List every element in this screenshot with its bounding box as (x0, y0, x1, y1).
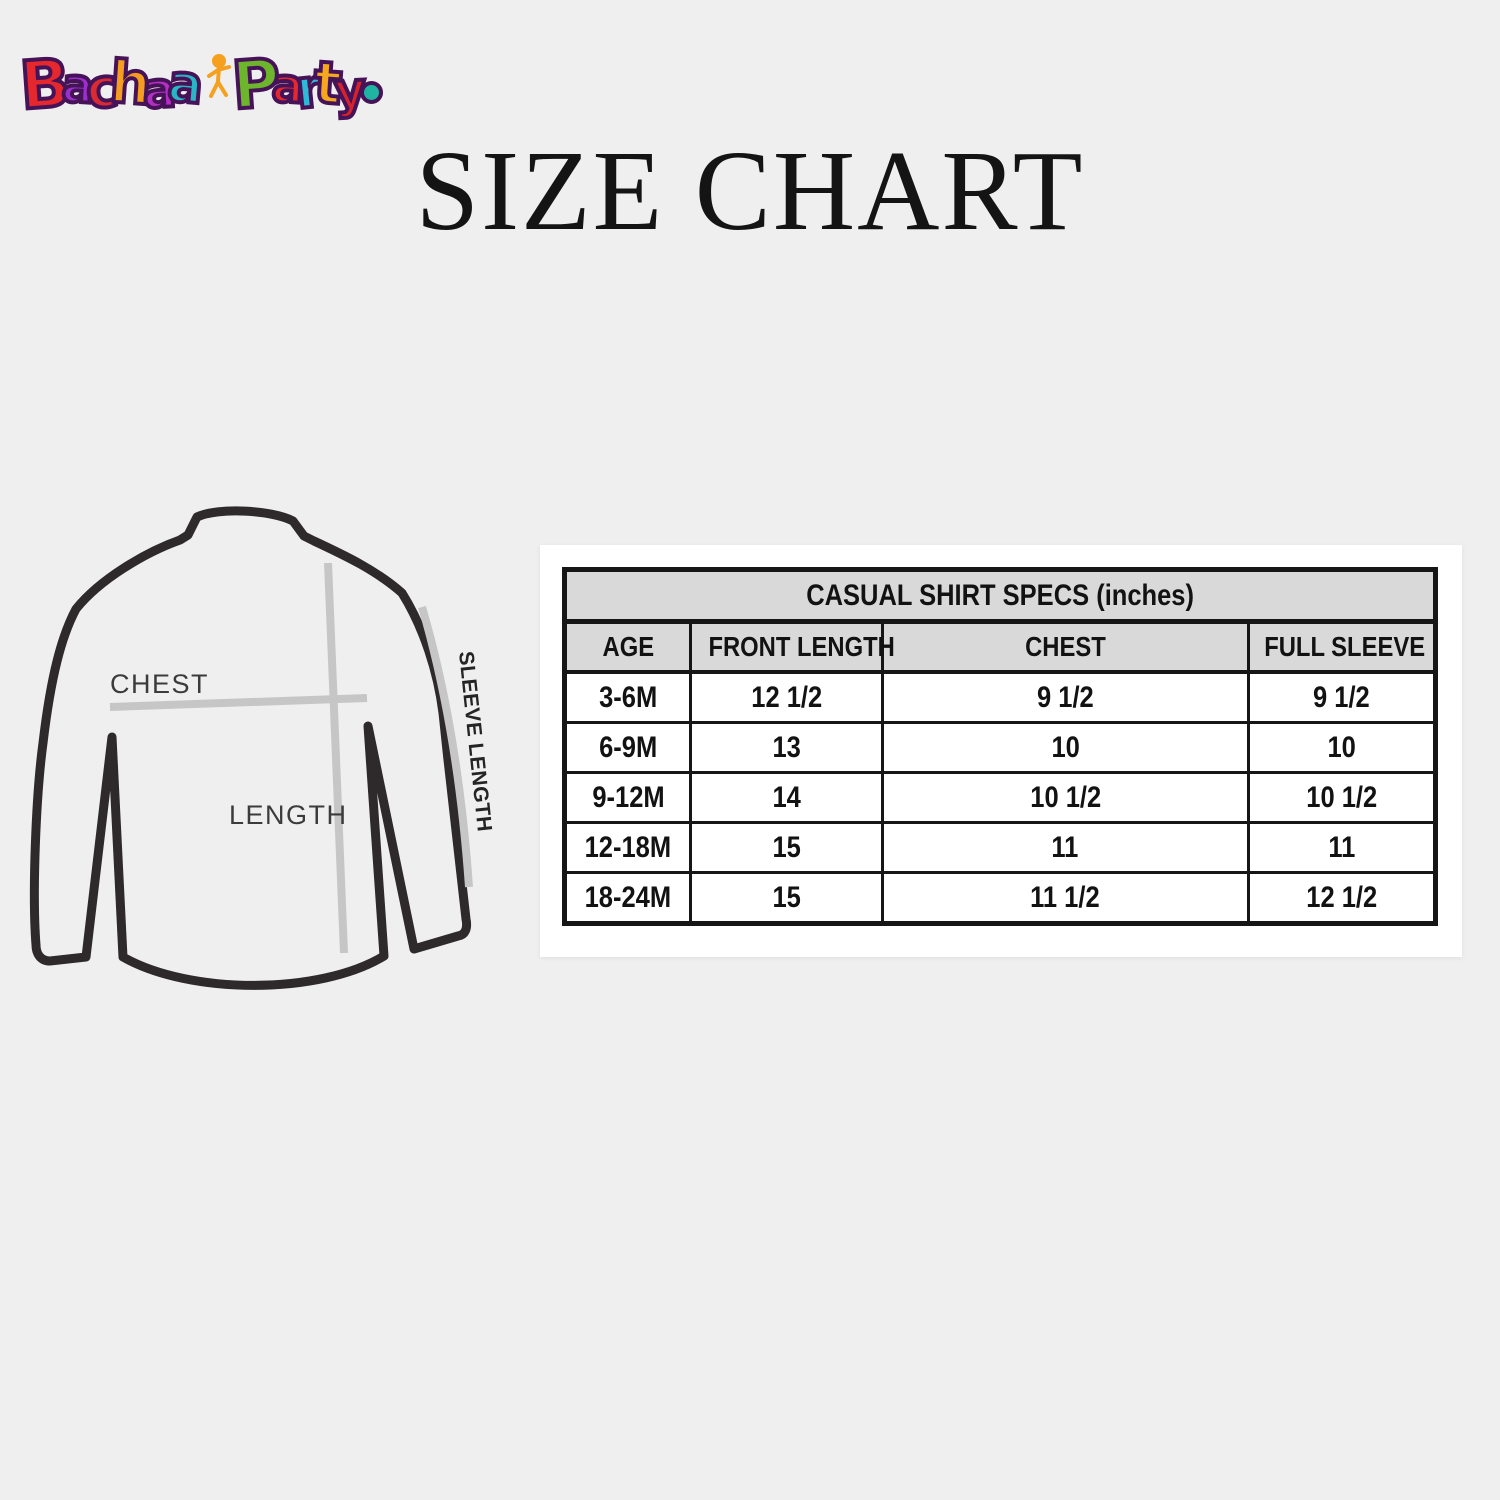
header-chest: CHEST (880, 620, 1250, 674)
header-age: AGE (562, 620, 693, 674)
cell-full-sleeve: 11 (1246, 821, 1438, 874)
shirt-diagram-svg: CHEST LENGTH SLEEVE LENGTH (29, 506, 496, 990)
cell-full-sleeve: 9 1/2 (1246, 670, 1438, 724)
logo-letter: y (331, 59, 370, 122)
cell-age: 9-12M (562, 771, 693, 824)
cell-age: 12-18M (562, 821, 693, 874)
shirt-outline (29, 506, 472, 990)
cell-age: 3-6M (562, 670, 693, 724)
dancing-kid-icon (206, 54, 231, 98)
logo-letter: a (164, 52, 208, 119)
size-table: CASUAL SHIRT SPECS (inches) AGE FRONT LE… (562, 567, 1438, 926)
chest-label: CHEST (110, 669, 209, 699)
cell-front-length: 12 1/2 (689, 670, 884, 724)
cell-chest: 11 (880, 821, 1250, 874)
cell-chest: 11 1/2 (880, 871, 1250, 925)
length-label: LENGTH (229, 800, 348, 830)
logo-dot (359, 81, 383, 104)
table-row: 6-9M 13 10 10 (562, 721, 1438, 774)
cell-full-sleeve: 12 1/2 (1246, 871, 1438, 925)
cell-full-sleeve: 10 1/2 (1246, 771, 1438, 824)
table-row: 9-12M 14 10 1/2 10 1/2 (562, 771, 1438, 824)
chest-measure-line (109, 694, 368, 711)
cell-age: 18-24M (562, 871, 693, 925)
cell-front-length: 15 (689, 871, 884, 925)
cell-age: 6-9M (562, 721, 693, 774)
cell-front-length: 14 (689, 771, 884, 824)
length-measure-line (324, 562, 348, 954)
cell-front-length: 13 (689, 721, 884, 774)
table-row: 12-18M 15 11 11 (562, 821, 1438, 874)
sleeve-measure-line (418, 605, 473, 888)
cell-chest: 10 (880, 721, 1250, 774)
table-title: CASUAL SHIRT SPECS (inches) (806, 578, 1194, 612)
table-row: 18-24M 15 11 1/2 12 1/2 (562, 871, 1438, 925)
table-title-row: CASUAL SHIRT SPECS (inches) (563, 568, 1437, 624)
page-title: SIZE CHART (415, 127, 1085, 254)
header-full-sleeve: FULL SLEEVE (1246, 620, 1438, 674)
table-title-cell: CASUAL SHIRT SPECS (inches) (563, 568, 1437, 624)
cell-chest: 9 1/2 (880, 670, 1250, 724)
header-front-length: FRONT LENGTH (689, 620, 895, 674)
shirt-measurement-diagram: CHEST LENGTH SLEEVE LENGTH (10, 495, 510, 1015)
cell-chest: 10 1/2 (880, 771, 1250, 824)
cell-full-sleeve: 10 (1246, 721, 1438, 774)
table-header-row: AGE FRONT LENGTH CHEST FULL SLEEVE (562, 620, 1438, 674)
cell-front-length: 15 (689, 821, 884, 874)
size-table-panel: CASUAL SHIRT SPECS (inches) AGE FRONT LE… (540, 545, 1462, 957)
table-row: 3-6M 12 1/2 9 1/2 9 1/2 (562, 670, 1438, 724)
